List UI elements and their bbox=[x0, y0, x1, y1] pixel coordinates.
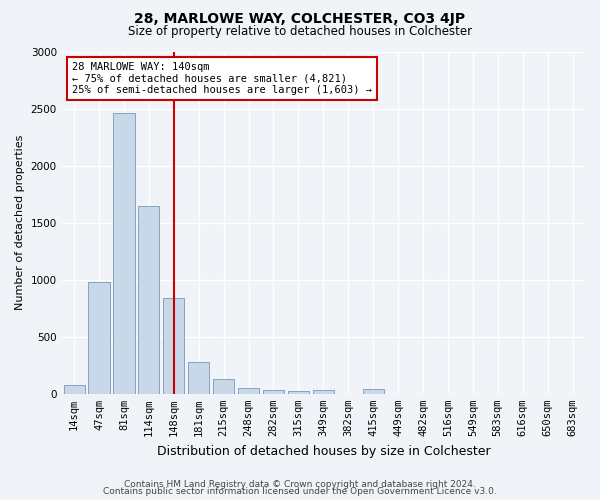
Text: Contains public sector information licensed under the Open Government Licence v3: Contains public sector information licen… bbox=[103, 487, 497, 496]
Bar bbox=[238, 388, 259, 394]
Bar bbox=[64, 385, 85, 394]
X-axis label: Distribution of detached houses by size in Colchester: Distribution of detached houses by size … bbox=[157, 444, 490, 458]
Text: Contains HM Land Registry data © Crown copyright and database right 2024.: Contains HM Land Registry data © Crown c… bbox=[124, 480, 476, 489]
Bar bbox=[362, 389, 384, 394]
Y-axis label: Number of detached properties: Number of detached properties bbox=[15, 135, 25, 310]
Bar bbox=[188, 362, 209, 394]
Bar bbox=[113, 113, 134, 394]
Bar bbox=[88, 282, 110, 394]
Text: 28, MARLOWE WAY, COLCHESTER, CO3 4JP: 28, MARLOWE WAY, COLCHESTER, CO3 4JP bbox=[134, 12, 466, 26]
Text: Size of property relative to detached houses in Colchester: Size of property relative to detached ho… bbox=[128, 25, 472, 38]
Bar bbox=[263, 390, 284, 394]
Bar bbox=[138, 206, 160, 394]
Bar bbox=[213, 379, 234, 394]
Bar bbox=[313, 390, 334, 394]
Bar bbox=[163, 298, 184, 394]
Text: 28 MARLOWE WAY: 140sqm
← 75% of detached houses are smaller (4,821)
25% of semi-: 28 MARLOWE WAY: 140sqm ← 75% of detached… bbox=[72, 62, 372, 95]
Bar bbox=[288, 391, 309, 394]
